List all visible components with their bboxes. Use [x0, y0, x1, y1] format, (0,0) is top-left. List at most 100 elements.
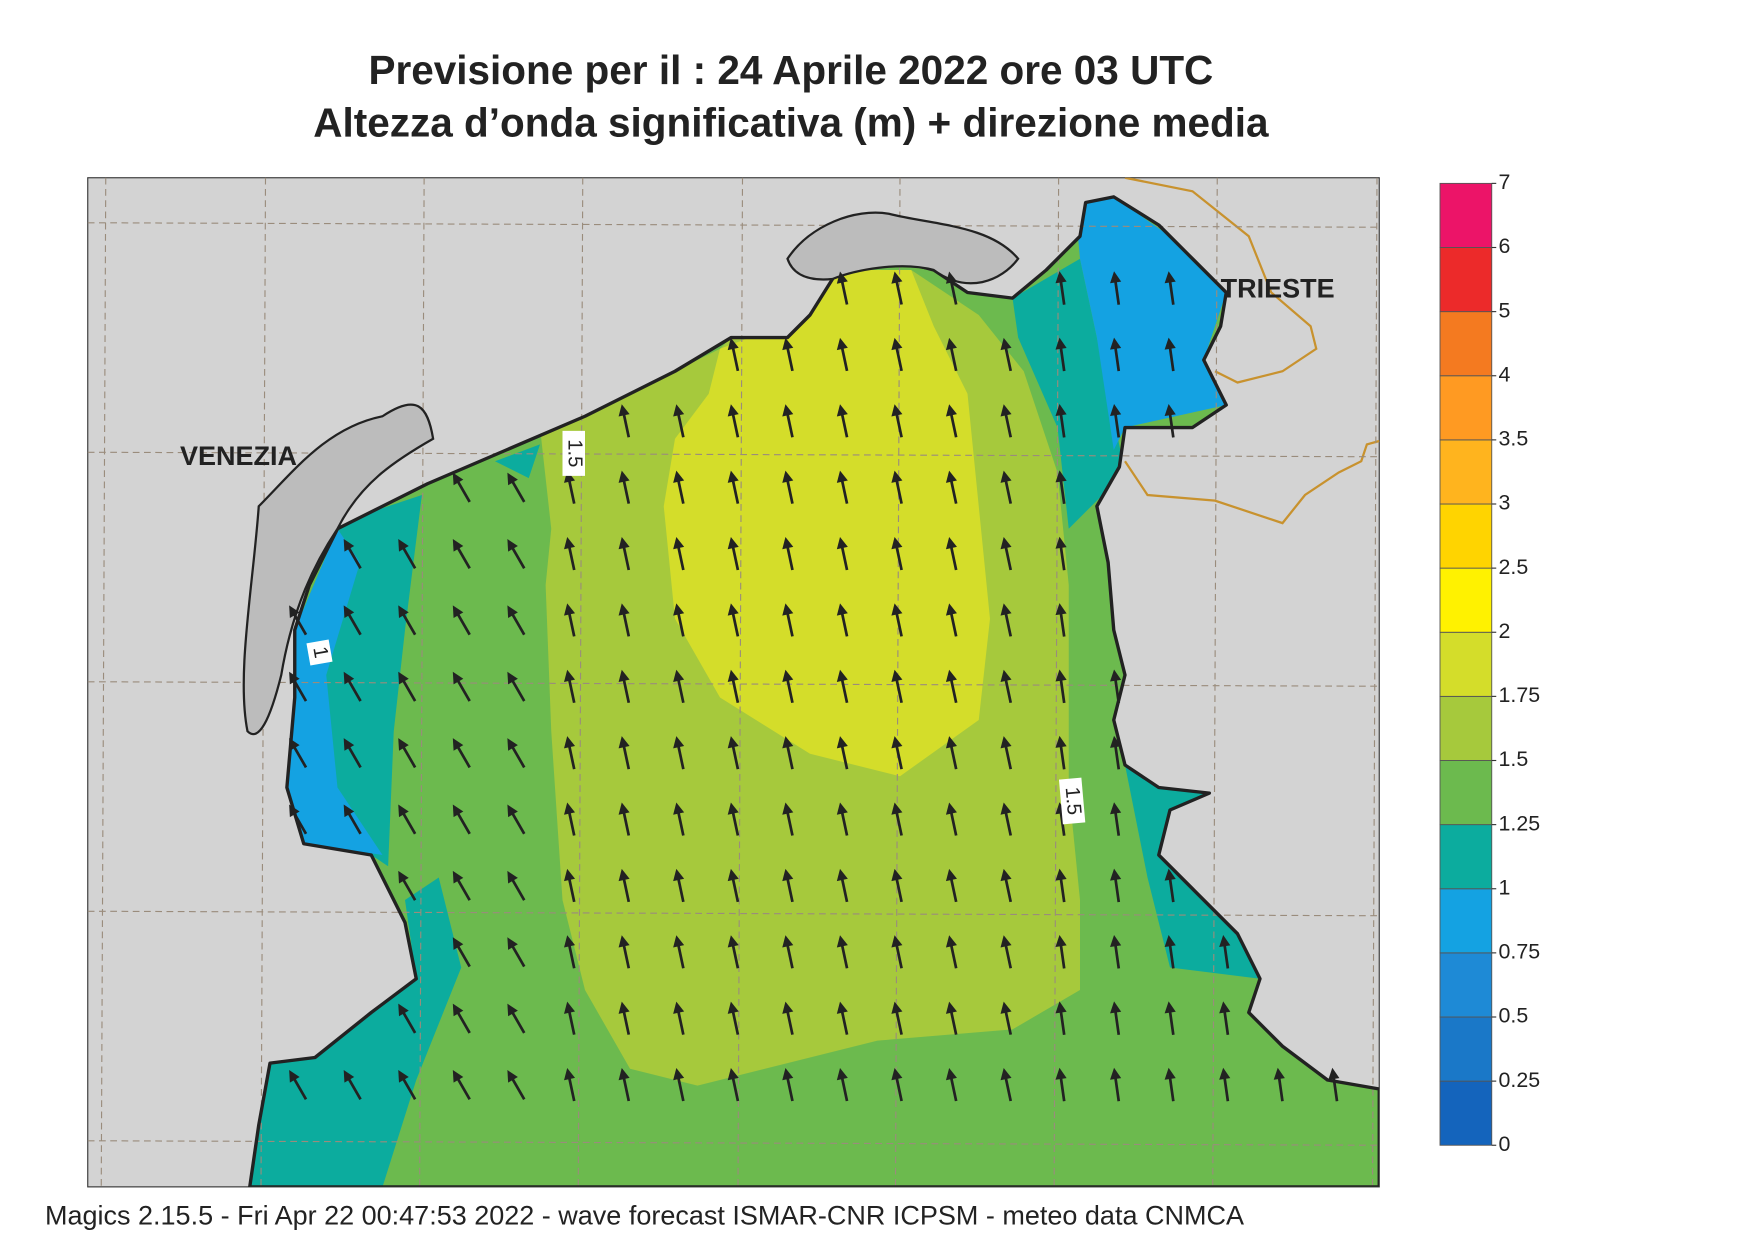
arrow-head: [891, 935, 903, 948]
wave-arrow: [1164, 337, 1176, 372]
wave-arrow: [945, 736, 958, 770]
wave-arrow: [507, 539, 526, 569]
arrow-head: [673, 669, 685, 682]
wave-arrow: [782, 868, 794, 903]
wave-arrow: [1000, 1068, 1013, 1102]
arrow-head: [727, 736, 739, 749]
wave-arrow: [727, 1001, 740, 1035]
wave-arrow: [398, 1003, 417, 1034]
arrow-head: [1219, 1067, 1231, 1080]
wave-arrow: [891, 337, 903, 372]
wave-arrow: [343, 605, 362, 636]
arrow-head: [782, 404, 794, 417]
wave-arrow: [782, 337, 794, 372]
arrow-head: [1000, 603, 1012, 616]
arrow-head: [727, 404, 739, 417]
arrow-head: [618, 603, 630, 616]
wave-arrow: [452, 870, 471, 901]
arrow-head: [891, 603, 903, 616]
colorbar-bin: [1439, 824, 1493, 890]
arrow-head: [507, 605, 518, 618]
graticule-line: [87, 451, 1380, 458]
wave-arrow: [891, 537, 903, 571]
arrow-head: [836, 537, 848, 550]
arrow-head: [727, 669, 739, 682]
wave-arrow: [891, 669, 903, 704]
arrow-head: [945, 736, 957, 749]
arrow-head: [727, 802, 739, 815]
arrow-head: [836, 470, 848, 483]
wave-arrow: [727, 404, 740, 438]
arrow-head: [618, 404, 630, 417]
arrow-head: [891, 802, 903, 815]
colorbar-bin: [1439, 1016, 1493, 1082]
wave-arrow: [1000, 868, 1013, 903]
arrow-head: [1000, 537, 1012, 550]
arrow-head: [891, 868, 903, 882]
wave-arrow: [836, 470, 849, 504]
arrow-head: [452, 539, 464, 552]
border-line: [1124, 439, 1380, 525]
arrow-head: [507, 804, 518, 818]
wave-arrow: [782, 669, 794, 704]
wave-arrow: [1110, 669, 1122, 704]
arrow-head: [836, 603, 848, 616]
wave-arrow: [891, 802, 903, 836]
wave-arrow: [836, 271, 849, 305]
arrow-head: [1110, 669, 1122, 682]
arrow-head: [452, 870, 464, 884]
wave-arrow: [1000, 537, 1013, 571]
wave-arrow: [945, 669, 958, 704]
arrow-head: [782, 603, 794, 616]
arrow-head: [564, 935, 576, 948]
wave-arrow: [452, 671, 471, 702]
wave-arrow: [618, 736, 631, 770]
arrow-head: [1000, 337, 1012, 351]
arrow-head: [836, 1068, 848, 1081]
arrow-head: [289, 738, 300, 751]
arrow-head: [1110, 404, 1122, 416]
coast-island: [786, 211, 1020, 285]
arrow-head: [1000, 404, 1012, 417]
arrow-head: [398, 1070, 409, 1083]
wave-arrow: [836, 868, 849, 903]
colorbar-bin: [1439, 631, 1493, 697]
arrow-head: [1000, 935, 1012, 948]
arrow-head: [1273, 1067, 1285, 1080]
arrow-head: [398, 539, 409, 552]
arrow-head: [727, 337, 739, 351]
wave-arrow: [673, 736, 685, 770]
arrow-head: [782, 802, 794, 815]
field-regions: [249, 196, 1260, 1187]
field-layer: [249, 196, 1380, 1187]
arrow-head: [782, 868, 794, 882]
wave-arrow: [891, 404, 903, 438]
wave-arrow: [727, 337, 740, 372]
arrow-head: [836, 802, 848, 815]
wave-arrow: [945, 337, 958, 372]
arrow-head: [343, 605, 355, 618]
wave-arrow: [1164, 1067, 1176, 1102]
arrow-head: [1000, 736, 1012, 749]
arrow-head: [452, 1070, 464, 1083]
wave-arrow: [727, 669, 740, 704]
arrow-head: [507, 539, 518, 552]
wave-arrow: [1055, 271, 1067, 305]
wave-arrow: [1000, 337, 1013, 372]
arrow-head: [945, 935, 957, 948]
arrow-head: [398, 870, 409, 884]
wave-arrow: [673, 470, 685, 504]
wave-arrow: [1110, 404, 1122, 438]
contour-label: 1.5: [562, 430, 585, 476]
wave-arrow: [1110, 271, 1122, 305]
wave-arrow: [891, 1001, 903, 1035]
arrow-head: [891, 1001, 903, 1014]
colorbar-label: 7: [1499, 170, 1511, 194]
arrow-head: [945, 669, 957, 682]
wave-arrow: [564, 537, 576, 571]
wave-arrow: [836, 603, 849, 637]
wave-arrow: [452, 804, 471, 835]
wave-arrow: [564, 802, 576, 836]
graticule-line: [87, 222, 1380, 228]
wave-arrow: [945, 537, 958, 571]
